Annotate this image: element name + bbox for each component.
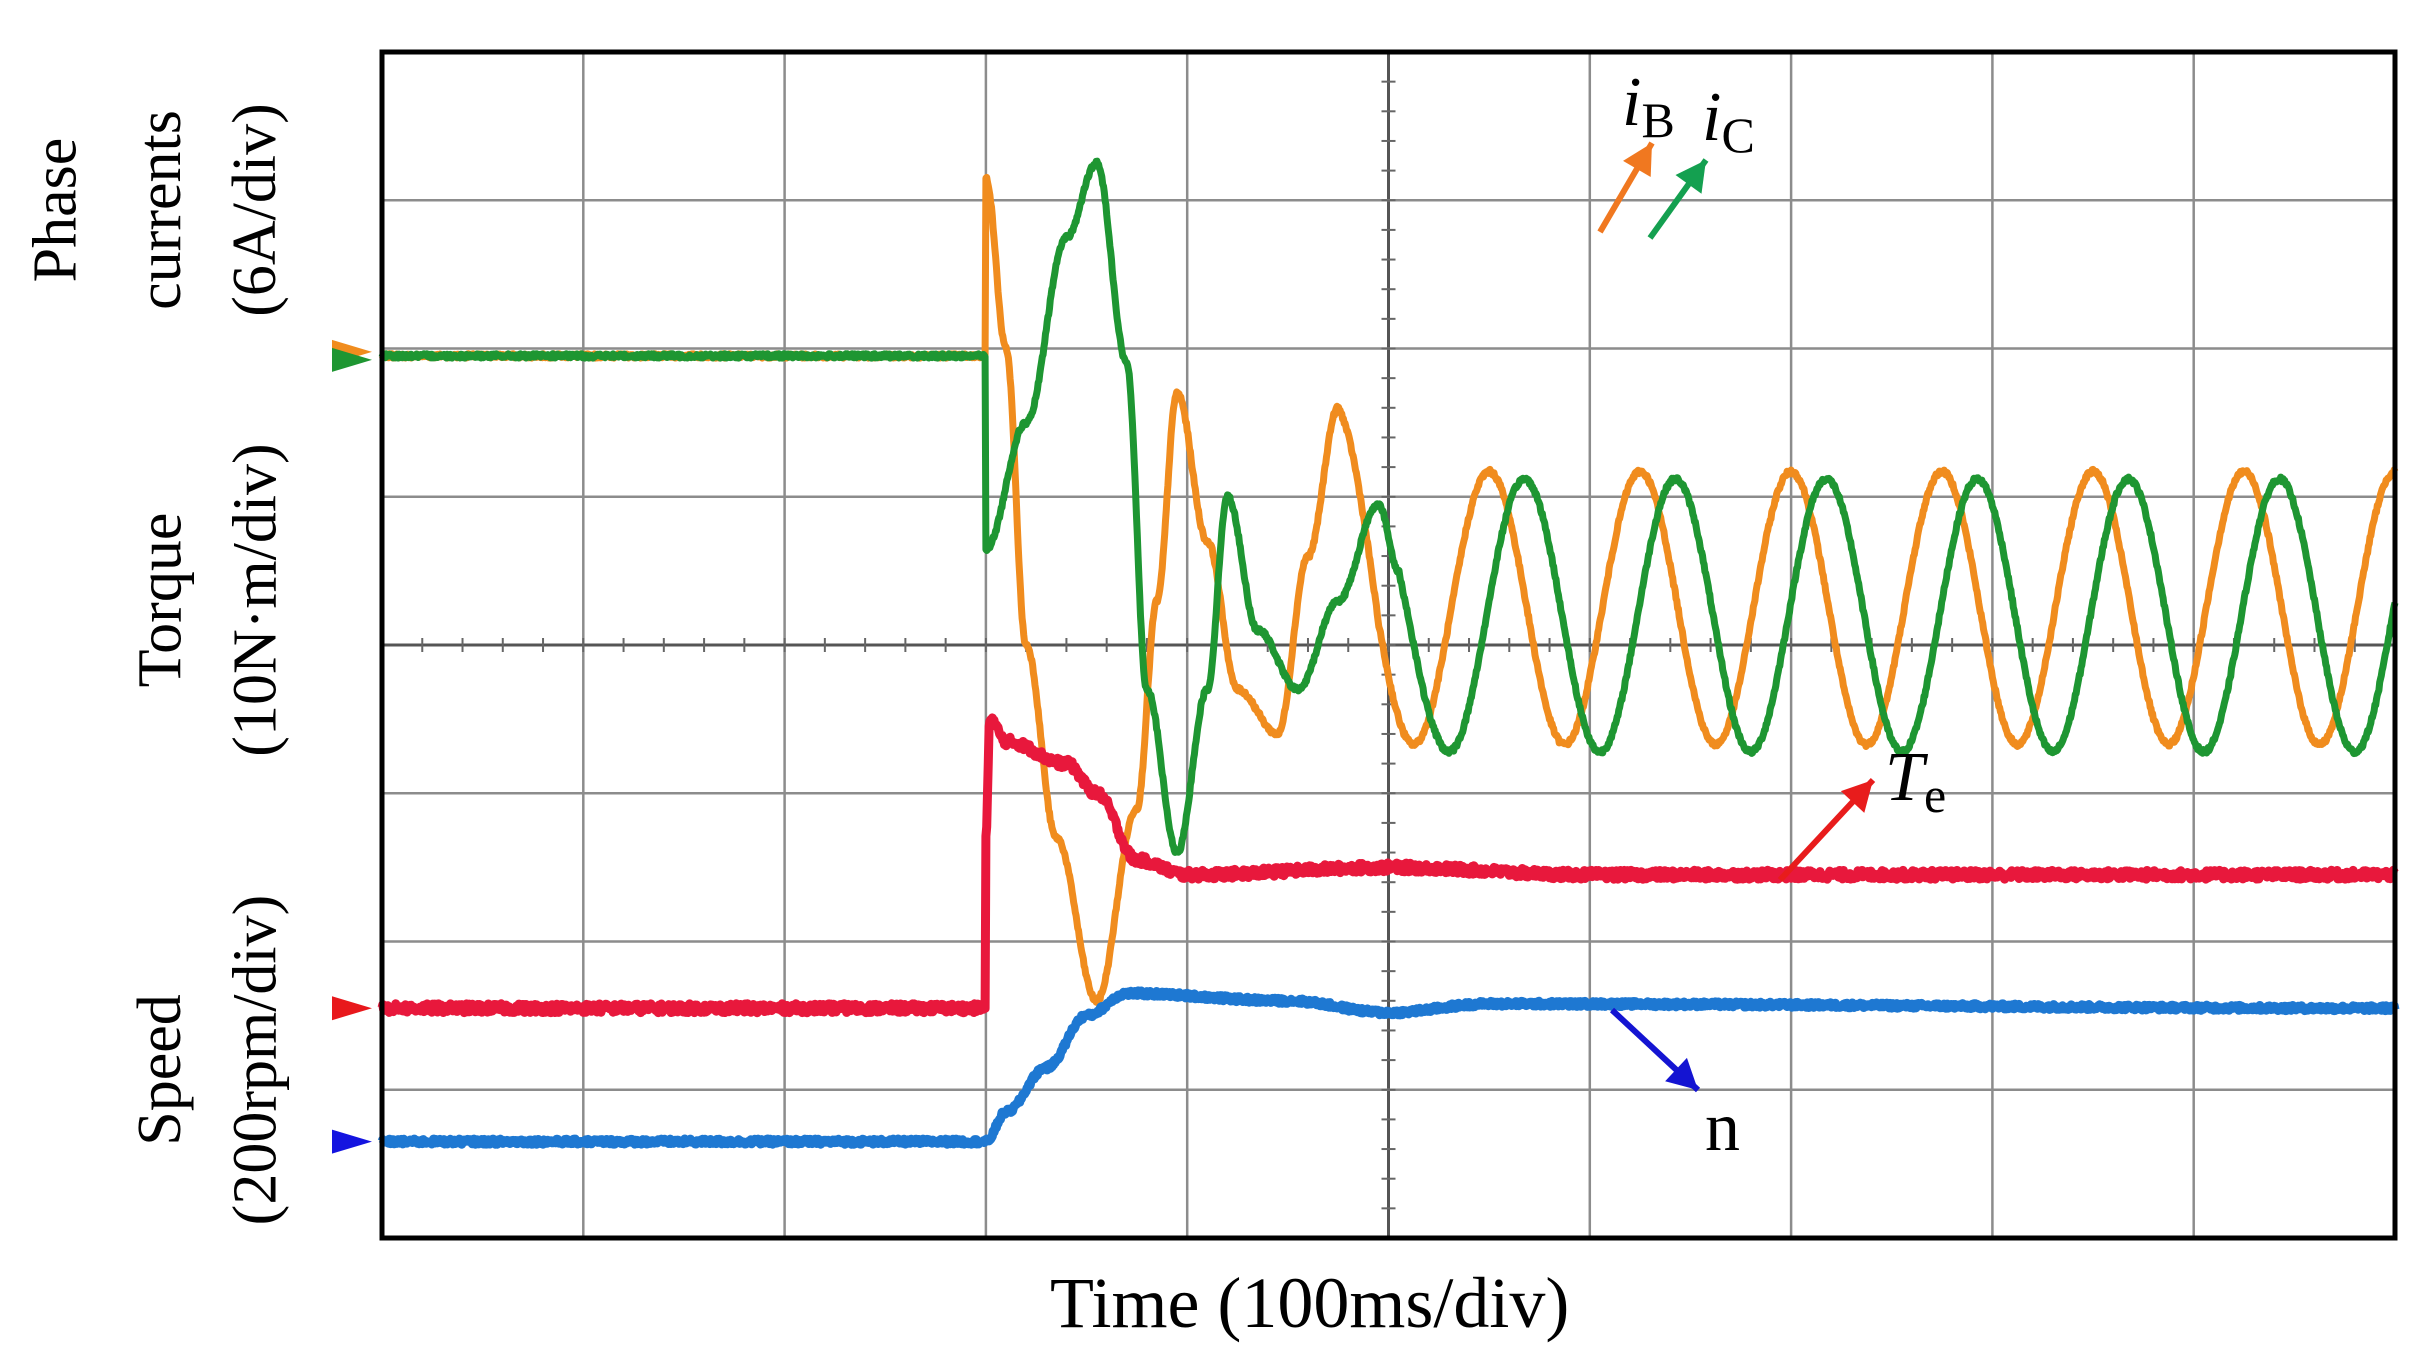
label-ic: iC	[1702, 79, 1755, 163]
zero-marker-i_C	[332, 347, 372, 372]
ylabel-torque-1: Torque	[125, 512, 194, 688]
trace-i_C	[378, 157, 2399, 856]
ylabel-phase-3: (6A/div)	[220, 103, 289, 317]
label-ib: iB	[1622, 64, 1675, 148]
label-te-sub: e	[1924, 767, 1946, 823]
grid	[381, 51, 2396, 1239]
traces	[377, 157, 2400, 1149]
arrow-ic-head	[1675, 160, 1706, 194]
label-ic-sub: C	[1721, 107, 1754, 163]
zero-marker-T_e	[332, 996, 372, 1021]
arrow-te-head	[1840, 780, 1873, 813]
zero-markers	[332, 339, 372, 1154]
label-te-symbol: T	[1885, 739, 1929, 816]
arrow-n-head	[1665, 1057, 1698, 1090]
label-te: Te	[1885, 739, 1946, 823]
label-ib-sub: B	[1641, 92, 1674, 148]
ylabel-phase-1: Phase	[20, 137, 89, 283]
ylabel-speed-2: (200rpm/div)	[220, 894, 289, 1226]
x-axis-label: Time (100ms/div)	[1050, 1263, 1570, 1343]
ylabel-speed-1: Speed	[125, 994, 194, 1146]
plot-frame	[379, 49, 2398, 1241]
ylabel-phase-2: currents	[125, 110, 194, 310]
zero-marker-n	[332, 1129, 372, 1154]
trace-n	[377, 986, 2400, 1149]
trace-T_e	[377, 713, 2399, 1018]
label-ib-symbol: i	[1622, 64, 1641, 141]
arrow-ib-head	[1623, 143, 1652, 177]
label-n: n	[1705, 1089, 1740, 1166]
ylabel-torque-2: (10N·m/div)	[221, 443, 290, 757]
label-ic-symbol: i	[1702, 79, 1721, 156]
label-n-symbol: n	[1705, 1089, 1740, 1166]
